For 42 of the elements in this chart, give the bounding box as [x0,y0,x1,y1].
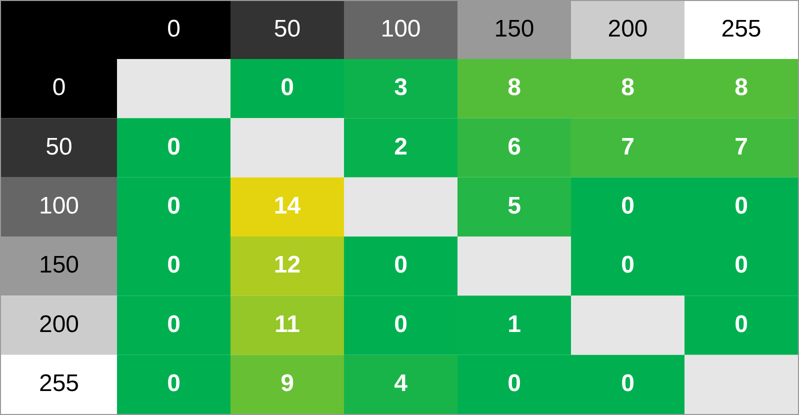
data-label: 11 [274,310,300,338]
data-label: 8 [734,74,748,102]
data-label: 2 [394,133,408,160]
x-tick-label: 0 [167,16,180,43]
y-tick-label: 200 [38,310,80,338]
x-tick-label: 200 [608,16,648,43]
data-label: 0 [167,133,180,160]
data-label: 0 [167,310,180,338]
data-label: 3 [394,74,408,102]
data-label: 1 [508,310,521,338]
y-tick-label: 0 [52,74,66,102]
data-label: 0 [167,370,180,398]
data-label: 0 [394,252,408,279]
data-label: 0 [734,252,748,279]
data-label: 0 [621,370,634,398]
data-label: 0 [394,310,408,338]
data-label: 0 [167,192,180,220]
data-label: 6 [508,133,521,160]
data-label: 0 [621,252,634,279]
data-label: 0 [734,310,748,338]
data-label: 5 [508,192,521,220]
data-label: 0 [734,192,748,220]
data-label: 0 [508,370,521,398]
data-label: 0 [621,192,634,220]
x-tick-label: 100 [380,16,421,43]
y-tick-label: 50 [46,133,72,160]
data-label: 12 [274,252,301,279]
x-tick-label: 150 [494,16,534,43]
data-label: 8 [508,74,521,102]
y-tick-label: 150 [38,252,80,279]
data-label: 4 [394,370,408,398]
data-label: 7 [734,133,748,160]
data-label: 9 [280,370,294,398]
data-label: 8 [621,74,634,102]
data-label: 0 [167,252,180,279]
data-label: 7 [621,133,634,160]
y-tick-label: 255 [38,370,80,398]
x-tick-label: 255 [721,16,762,43]
x-tick-label: 50 [274,16,301,43]
data-label: 0 [280,74,294,102]
y-tick-label: 100 [38,192,80,220]
data-label: 14 [274,192,302,220]
